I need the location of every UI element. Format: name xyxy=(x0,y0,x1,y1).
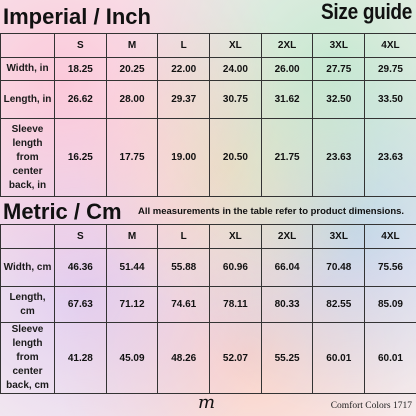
table-row: Length, cm 67.63 71.12 74.61 78.11 80.33… xyxy=(0,286,416,323)
table-cell: 30.75 xyxy=(209,80,262,119)
table-header-row: S M L XL 2XL 3XL 4XL xyxy=(0,224,416,249)
table-cell: 26.62 xyxy=(54,80,107,119)
header-cell: S xyxy=(54,33,107,58)
table-cell: 52.07 xyxy=(209,322,262,394)
table-cell: 23.63 xyxy=(312,118,366,197)
measurement-note: All measurements in the table refer to p… xyxy=(138,206,405,217)
table-cell: 29.37 xyxy=(157,80,211,119)
header-cell: M xyxy=(105,224,159,249)
table-cell: 23.63 xyxy=(364,118,416,197)
table-row: Width, in 18.25 20.25 22.00 24.00 26.00 … xyxy=(0,57,416,81)
table-cell: 78.11 xyxy=(209,286,262,323)
table-cell: 24.00 xyxy=(209,57,262,81)
table-cell: 75.56 xyxy=(364,248,416,287)
imperial-size-table: S M L XL 2XL 3XL 4XL Width, in 18.25 20.… xyxy=(0,33,416,197)
table-cell: 18.25 xyxy=(54,57,107,81)
table-cell: 48.26 xyxy=(157,322,211,394)
table-cell: 80.33 xyxy=(260,286,314,323)
header-cell: 4XL xyxy=(364,224,416,249)
table-cell: 19.00 xyxy=(157,118,211,197)
table-cell: 28.00 xyxy=(105,80,159,119)
table-cell: 20.50 xyxy=(209,118,262,197)
table-header-row: S M L XL 2XL 3XL 4XL xyxy=(0,33,416,58)
table-cell: 55.88 xyxy=(157,248,211,287)
row-label: Width, cm xyxy=(0,248,55,287)
header-cell: 4XL xyxy=(364,33,416,58)
metric-title: Metric / Cm xyxy=(3,199,122,224)
header-cell xyxy=(0,33,55,58)
table-cell: 21.75 xyxy=(260,118,314,197)
table-cell: 60.96 xyxy=(209,248,262,287)
table-cell: 71.12 xyxy=(105,286,159,323)
table-cell: 31.62 xyxy=(260,80,314,119)
brand-logo-icon: m xyxy=(198,392,216,413)
header-cell: S xyxy=(54,224,107,249)
table-cell: 27.75 xyxy=(312,57,366,81)
header-cell: XL xyxy=(209,33,262,58)
table-row: Width, cm 46.36 51.44 55.88 60.96 66.04 … xyxy=(0,248,416,287)
table-cell: 17.75 xyxy=(105,118,159,197)
header-cell: L xyxy=(157,33,211,58)
table-cell: 67.63 xyxy=(54,286,107,323)
table-row: Sleeve length from center back, cm 41.28… xyxy=(0,322,416,394)
table-cell: 26.00 xyxy=(260,57,314,81)
row-label: Width, in xyxy=(0,57,55,81)
header-cell: 3XL xyxy=(312,33,366,58)
row-label: Sleeve length from center back, cm xyxy=(0,322,55,394)
table-cell: 29.75 xyxy=(364,57,416,81)
table-cell: 60.01 xyxy=(312,322,366,394)
table-cell: 70.48 xyxy=(312,248,366,287)
header-cell: 3XL xyxy=(312,224,366,249)
row-label: Sleeve length from center back, in xyxy=(0,118,55,197)
brand-label: Comfort Colors 1717 xyxy=(330,401,412,411)
table-cell: 16.25 xyxy=(54,118,107,197)
header-cell xyxy=(0,224,55,249)
table-cell: 32.50 xyxy=(312,80,366,119)
header-cell: L xyxy=(157,224,211,249)
table-cell: 22.00 xyxy=(157,57,211,81)
table-cell: 82.55 xyxy=(312,286,366,323)
row-label: Length, cm xyxy=(0,286,55,323)
table-row: Length, in 26.62 28.00 29.37 30.75 31.62… xyxy=(0,80,416,119)
table-cell: 20.25 xyxy=(105,57,159,81)
table-cell: 60.01 xyxy=(364,322,416,394)
table-cell: 46.36 xyxy=(54,248,107,287)
table-cell: 55.25 xyxy=(260,322,314,394)
header-cell: M xyxy=(105,33,159,58)
header-cell: XL xyxy=(209,224,262,249)
table-cell: 41.28 xyxy=(54,322,107,394)
imperial-title: Imperial / Inch xyxy=(3,4,151,29)
table-cell: 45.09 xyxy=(105,322,159,394)
table-cell: 85.09 xyxy=(364,286,416,323)
table-cell: 33.50 xyxy=(364,80,416,119)
header-cell: 2XL xyxy=(260,224,314,249)
table-cell: 66.04 xyxy=(260,248,314,287)
header-cell: 2XL xyxy=(260,33,314,58)
table-cell: 51.44 xyxy=(105,248,159,287)
table-row: Sleeve length from center back, in 16.25… xyxy=(0,118,416,197)
table-cell: 74.61 xyxy=(157,286,211,323)
metric-size-table: S M L XL 2XL 3XL 4XL Width, cm 46.36 51.… xyxy=(0,224,416,394)
row-label: Length, in xyxy=(0,80,55,119)
size-guide-title: Size guide xyxy=(321,0,412,25)
